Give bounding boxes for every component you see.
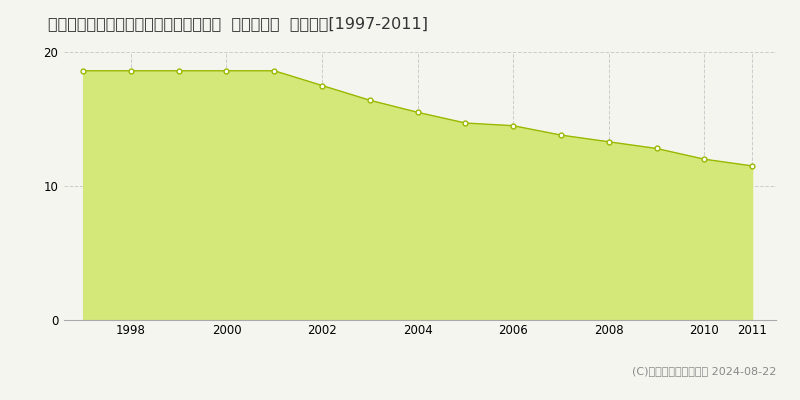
Text: (C)土地価格ドットコム 2024-08-22: (C)土地価格ドットコム 2024-08-22 (632, 366, 776, 376)
Text: 福井県敦賀市山泉２８号七反田４番２７  基準地価格  地価推移[1997-2011]: 福井県敦賀市山泉２８号七反田４番２７ 基準地価格 地価推移[1997-2011] (48, 16, 428, 31)
